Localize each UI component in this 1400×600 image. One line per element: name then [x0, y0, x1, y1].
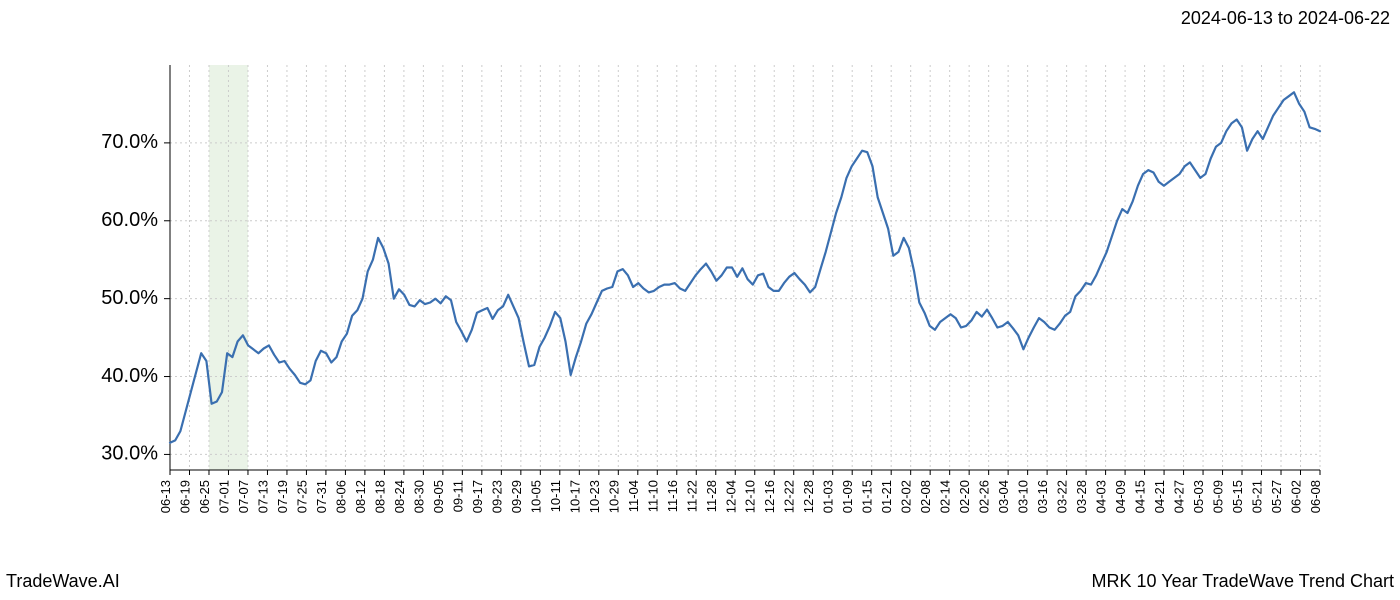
xtick-label: 08-24: [392, 480, 407, 513]
xtick-label: 10-29: [606, 480, 621, 513]
xtick-label: 02-08: [918, 480, 933, 513]
ytick-label: 70.0%: [101, 131, 158, 153]
xtick-label: 06-13: [158, 480, 173, 513]
xtick-label: 09-05: [431, 480, 446, 513]
ytick-label: 60.0%: [101, 209, 158, 231]
xtick-label: 10-11: [548, 480, 563, 512]
xtick-label: 05-15: [1230, 480, 1245, 513]
xtick-label: 01-15: [860, 480, 875, 513]
xtick-label: 09-29: [509, 480, 524, 513]
ytick-label: 40.0%: [101, 365, 158, 387]
xtick-label: 04-03: [1094, 480, 1109, 513]
xtick-label: 09-23: [489, 480, 504, 513]
xtick-label: 08-06: [333, 480, 348, 513]
xtick-label: 03-22: [1055, 480, 1070, 513]
xtick-label: 12-28: [801, 480, 816, 513]
trend-chart: 30.0% 40.0% 50.0% 60.0% 70.0% 06-13 06-19 06-25…: [0, 40, 1400, 560]
xtick-label: 12-16: [762, 480, 777, 513]
xtick-label: 09-11: [450, 480, 465, 512]
xtick-label: 04-21: [1152, 480, 1167, 513]
xtick-label: 01-21: [879, 480, 894, 513]
xtick-label: 04-09: [1113, 480, 1128, 513]
xtick-label: 05-27: [1269, 480, 1284, 513]
xtick-label: 07-01: [216, 480, 231, 513]
xtick-label: 01-09: [840, 480, 855, 513]
xtick-label: 05-09: [1211, 480, 1226, 513]
xtick-label: 07-07: [236, 480, 251, 513]
xtick-label: 07-19: [275, 480, 290, 513]
chart-svg: 30.0% 40.0% 50.0% 60.0% 70.0% 06-13 06-19 06-25…: [0, 40, 1400, 560]
xtick-label: 05-03: [1191, 480, 1206, 513]
xtick-label: 02-14: [938, 480, 953, 513]
xtick-label: 02-26: [977, 480, 992, 513]
xtick-label: 11-28: [704, 480, 719, 512]
xtick-label: 07-13: [255, 480, 270, 513]
xtick-label: 06-02: [1289, 480, 1304, 513]
xtick-label: 06-25: [197, 480, 212, 513]
xtick-label: 06-08: [1308, 480, 1323, 513]
xtick-label: 02-02: [899, 480, 914, 513]
xtick-label: 07-31: [314, 480, 329, 513]
xtick-label: 03-04: [996, 480, 1011, 513]
xtick-label: 11-10: [645, 480, 660, 512]
xtick-label: 03-10: [1016, 480, 1031, 513]
xtick-label: 10-17: [567, 480, 582, 513]
xtick-label: 03-28: [1074, 480, 1089, 513]
xtick-label: 11-22: [684, 480, 699, 512]
xtick-label: 04-15: [1133, 480, 1148, 513]
chart-title: MRK 10 Year TradeWave Trend Chart: [1092, 571, 1394, 592]
xtick-label: 07-25: [294, 480, 309, 513]
ytick-label: 50.0%: [101, 287, 158, 309]
xtick-label: 05-21: [1250, 480, 1265, 513]
xtick-label: 02-20: [957, 480, 972, 513]
xtick-label: 08-18: [372, 480, 387, 513]
xtick-label: 11-16: [665, 480, 680, 512]
xtick-label: 06-19: [177, 480, 192, 513]
xtick-label: 04-27: [1172, 480, 1187, 513]
xtick-label: 11-04: [626, 480, 641, 512]
xtick-label: 12-10: [743, 480, 758, 513]
xtick-label: 09-17: [470, 480, 485, 513]
xtick-label: 08-30: [411, 480, 426, 513]
xtick-label: 03-16: [1035, 480, 1050, 513]
xtick-label: 12-04: [723, 480, 738, 513]
xtick-label: 12-22: [782, 480, 797, 513]
xtick-label: 08-12: [353, 480, 368, 513]
xtick-label: 01-03: [821, 480, 836, 513]
date-range: 2024-06-13 to 2024-06-22: [1181, 8, 1390, 29]
xtick-label: 10-05: [528, 480, 543, 513]
brand-label: TradeWave.AI: [6, 571, 120, 592]
ytick-label: 30.0%: [101, 443, 158, 465]
xtick-label: 10-23: [587, 480, 602, 513]
